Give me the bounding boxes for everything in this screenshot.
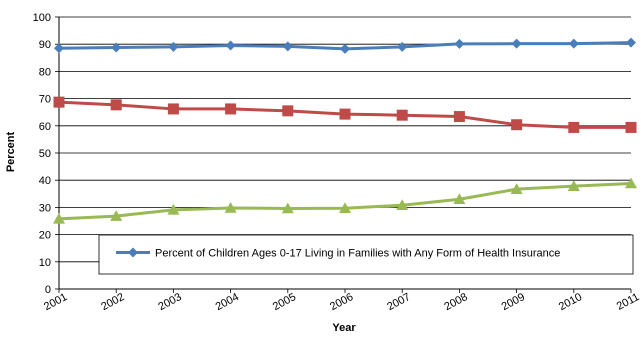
series-2 — [53, 96, 637, 133]
legend-entry-label: Percent of Children Ages 0-17 Living in … — [155, 248, 560, 260]
x-axis-title: Year — [332, 322, 356, 334]
data-point-square — [453, 111, 465, 123]
y-tick-label: 20 — [39, 230, 51, 242]
data-point-triangle — [567, 180, 580, 191]
data-point-diamond — [626, 37, 636, 48]
data-point-diamond — [168, 41, 179, 52]
data-point-triangle — [339, 202, 351, 214]
x-tick-label: 2004 — [214, 291, 241, 313]
x-tick-label: 2003 — [156, 291, 183, 313]
series-3 — [53, 177, 637, 224]
y-tick-label: 60 — [39, 121, 51, 133]
x-tick-label: 2002 — [99, 291, 126, 313]
x-tick-label: 2011 — [615, 291, 641, 313]
data-point-triangle — [167, 203, 180, 215]
data-point-triangle — [625, 177, 637, 189]
data-point-triangle — [110, 210, 123, 221]
y-tick-label: 50 — [39, 148, 51, 160]
y-tick-label: 10 — [39, 257, 51, 269]
legend: Percent of Children Ages 0-17 Living in … — [98, 234, 634, 275]
data-point-diamond — [282, 41, 293, 52]
data-point-square — [339, 108, 351, 120]
data-point-square — [110, 99, 122, 111]
legend-swatch-diamond — [128, 247, 138, 258]
data-point-square — [225, 103, 237, 115]
data-point-triangle — [396, 199, 409, 211]
series-line — [58, 181, 632, 221]
y-tick-label: 90 — [39, 39, 51, 51]
data-point-triangle — [53, 212, 65, 224]
data-point-diamond — [511, 38, 522, 49]
data-point-diamond — [225, 40, 236, 51]
y-tick-label: 30 — [39, 202, 51, 214]
data-point-square — [167, 103, 179, 115]
y-tick-labels: 0 10 20 30 40 50 60 70 80 90 100 — [33, 12, 51, 296]
data-point-square — [282, 105, 294, 117]
x-tick-labels: 2001 2002 2003 2004 2005 2006 2007 2008 2009 2010… — [42, 291, 641, 313]
data-point-diamond — [54, 43, 64, 54]
x-tick-label: 2006 — [328, 291, 355, 313]
data-point-diamond — [568, 38, 579, 49]
x-tick-label: 2010 — [557, 291, 584, 313]
data-point-square — [568, 121, 580, 133]
axes — [55, 16, 632, 293]
x-tick-label: 2005 — [271, 291, 298, 313]
x-tick-label: 2009 — [500, 291, 527, 313]
data-point-square — [53, 96, 65, 108]
data-point-square — [511, 119, 523, 131]
data-point-triangle — [281, 202, 294, 214]
y-tick-label: 70 — [39, 94, 51, 106]
data-point-triangle — [224, 201, 237, 213]
legend-box — [98, 234, 634, 275]
y-tick-label: 80 — [39, 66, 51, 78]
x-tick-label: 2007 — [385, 291, 412, 313]
data-point-diamond — [454, 38, 465, 49]
series-1 — [54, 37, 636, 54]
x-tick-label: 2008 — [442, 291, 469, 313]
y-tick-label: 40 — [39, 175, 51, 187]
data-point-diamond — [111, 42, 122, 53]
series — [53, 37, 637, 224]
data-point-square — [625, 121, 637, 133]
y-tick-label: 0 — [45, 284, 51, 296]
data-point-diamond — [340, 43, 350, 54]
y-tick-label: 100 — [33, 12, 51, 24]
data-point-square — [396, 109, 408, 121]
data-point-triangle — [510, 183, 523, 194]
y-axis-title: Percent — [5, 131, 17, 172]
data-point-triangle — [453, 193, 466, 205]
data-point-diamond — [397, 41, 408, 52]
